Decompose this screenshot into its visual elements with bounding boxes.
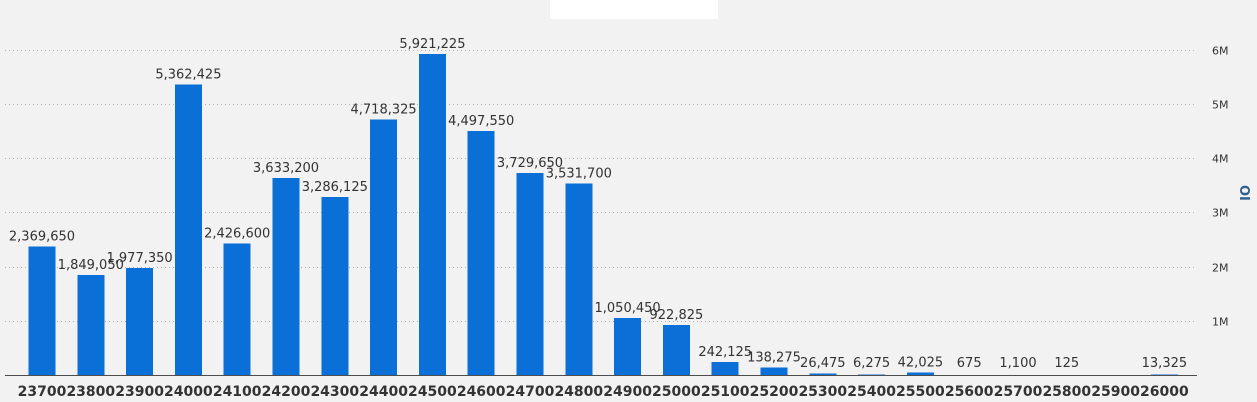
bar[interactable]	[809, 373, 837, 375]
x-tick-label: 23700	[18, 384, 67, 400]
bar[interactable]	[223, 243, 251, 376]
data-label: 42,025	[898, 356, 944, 371]
x-tick-label: 25500	[896, 384, 945, 400]
y-axis: 1M 2M 3M 4M 5M 6M	[1212, 45, 1229, 329]
x-tick-label: 25600	[945, 384, 994, 400]
x-tick-label: 25700	[994, 384, 1043, 400]
data-label: 2,426,600	[204, 226, 270, 241]
y-tick-label: 1M	[1212, 316, 1229, 329]
data-label: 6,275	[853, 356, 890, 371]
bar[interactable]	[906, 372, 934, 375]
x-tick-label: 24300	[310, 384, 359, 400]
x-tick-label: 23800	[66, 384, 115, 400]
x-tick-label: 25000	[652, 384, 701, 400]
x-tick-label: 24000	[164, 384, 213, 400]
x-tick-label: 24600	[457, 384, 506, 400]
gridlines	[5, 50, 1197, 322]
x-tick-label: 25100	[701, 384, 750, 400]
bar[interactable]	[1150, 374, 1178, 375]
data-label: 1,100	[999, 356, 1036, 371]
y-axis-title: OI	[1236, 185, 1251, 201]
header-box	[550, 0, 718, 19]
x-tick-label: 24900	[603, 384, 652, 400]
data-label: 922,825	[650, 308, 704, 323]
data-label: 138,275	[747, 351, 801, 366]
data-label: 3,729,650	[497, 156, 563, 171]
data-label: 13,325	[1142, 356, 1188, 371]
data-label: 2,369,650	[9, 230, 75, 245]
bar[interactable]	[272, 178, 300, 375]
y-tick-label: 4M	[1212, 153, 1229, 166]
bars	[28, 54, 1178, 376]
x-tick-label: 25900	[1091, 384, 1140, 400]
bar[interactable]	[418, 54, 446, 375]
bar[interactable]	[565, 183, 593, 375]
data-label: 242,125	[698, 345, 752, 360]
x-tick-label: 26000	[1140, 384, 1189, 400]
x-axis: 23700 23800 23900 24000 24100 24200 24300 24400…	[5, 375, 1197, 400]
y-tick-label: 6M	[1212, 45, 1229, 58]
bar[interactable]	[760, 367, 788, 376]
x-tick-label: 25300	[798, 384, 847, 400]
data-label: 3,286,125	[302, 180, 368, 195]
data-label: 26,475	[800, 356, 846, 371]
bar[interactable]	[711, 361, 739, 375]
data-label: 5,921,225	[399, 37, 465, 52]
data-label: 1,977,350	[107, 251, 173, 266]
bar[interactable]	[516, 172, 544, 375]
x-tick-label: 24700	[506, 384, 555, 400]
bar[interactable]	[77, 274, 105, 375]
x-tick-label: 24100	[213, 384, 262, 400]
x-tick-label: 24400	[359, 384, 408, 400]
x-tick-label: 25400	[847, 384, 896, 400]
x-tick-label: 24200	[262, 384, 311, 400]
data-label: 125	[1054, 356, 1079, 371]
bar[interactable]	[662, 325, 690, 375]
data-label: 3,633,200	[253, 161, 319, 176]
x-tick-label: 24500	[408, 384, 457, 400]
y-tick-label: 2M	[1212, 262, 1229, 275]
bar[interactable]	[28, 246, 56, 375]
y-tick-label: 3M	[1212, 207, 1229, 220]
y-tick-label: 5M	[1212, 99, 1229, 112]
bar[interactable]	[126, 267, 154, 375]
bar[interactable]	[467, 131, 495, 375]
data-label: 1,849,050	[58, 258, 124, 273]
x-tick-label: 25200	[750, 384, 799, 400]
x-tick-label: 24800	[554, 384, 603, 400]
data-label: 675	[957, 356, 982, 371]
bar[interactable]	[370, 119, 398, 375]
x-tick-label: 23900	[115, 384, 164, 400]
data-label: 1,050,450	[595, 301, 661, 316]
data-label: 3,531,700	[546, 167, 612, 182]
x-tick-label: 25800	[1042, 384, 1091, 400]
data-label: 4,497,550	[448, 114, 514, 129]
bar[interactable]	[174, 84, 202, 376]
data-label: 4,718,325	[351, 102, 417, 117]
data-label: 5,362,425	[155, 67, 221, 82]
bar[interactable]	[321, 196, 349, 375]
bar[interactable]	[614, 318, 642, 375]
